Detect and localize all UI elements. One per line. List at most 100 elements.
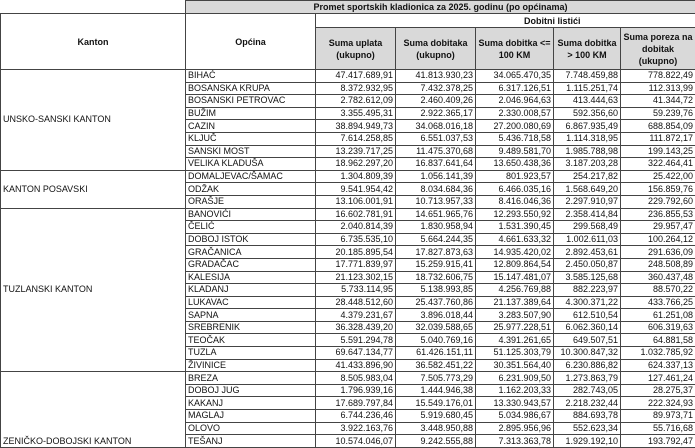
value-cell: 1.568.649,20 xyxy=(553,182,621,196)
municipality-name: MAGLAJ xyxy=(185,409,316,423)
value-cell: 59.239,76 xyxy=(619,106,695,121)
value-cell: 51.125.303,79 xyxy=(475,346,554,360)
value-cell: 8.034.684,36 xyxy=(395,182,476,196)
municipality-name: DOMALJEVAC/ŠAMAC xyxy=(185,169,316,184)
municipality-name: DOBOJ ISTOK xyxy=(185,232,316,247)
value-cell: 1.056.141,39 xyxy=(395,169,476,184)
municipality-name: OLOVO xyxy=(185,421,316,436)
value-cell: 34.068.016,18 xyxy=(395,119,476,133)
value-cell: 778.822,49 xyxy=(619,69,695,83)
value-cell: 236.855,53 xyxy=(619,207,695,222)
table-title: Promet sportskih kladionica za 2025. god… xyxy=(184,0,695,14)
value-cell: 2.040.814,39 xyxy=(315,220,396,234)
value-cell: 14.651.965,76 xyxy=(395,207,476,222)
value-cell: 11.475.370,68 xyxy=(395,144,476,159)
value-cell: 248.508,89 xyxy=(619,257,695,272)
municipality-name: BUŽIM xyxy=(185,106,316,121)
canton-name: TUZLANSKI KANTON xyxy=(0,207,186,373)
value-cell: 111.872,17 xyxy=(619,131,695,146)
value-cell: 7.432.378,25 xyxy=(395,81,476,96)
value-cell: 69.647.134,77 xyxy=(315,346,396,360)
data-row: GRAČANICA 20.185.895,54 17.827.873,63 14.93… xyxy=(1,245,695,259)
value-cell: 13.330.943,57 xyxy=(475,396,554,411)
value-cell: 17.827.873,63 xyxy=(395,245,476,259)
header-row: Kanton Općina Dobitni listići xyxy=(0,13,695,70)
municipality-name: ŽIVINICE xyxy=(185,358,316,373)
municipality-name: TEOČAK xyxy=(185,333,316,348)
header-spacer xyxy=(315,13,396,28)
value-cell: 6.551.037,53 xyxy=(395,131,476,146)
data-row: ORAŠJE 13.106.001,91 10.713.957,33 8.416.04… xyxy=(1,194,695,209)
value-cell: 3.922.163,76 xyxy=(315,421,396,436)
title-row: Promet sportskih kladionica za 2025. god… xyxy=(1,0,695,14)
value-cell: 6.231.909,50 xyxy=(475,371,554,385)
value-cell: 6.466.035,16 xyxy=(475,182,554,196)
value-cell: 10.713.957,33 xyxy=(395,194,476,209)
value-cell: 64.881,58 xyxy=(619,333,695,348)
column-header: Suma dobitka > 100 KM xyxy=(553,27,621,70)
value-cell: 13.650.438,36 xyxy=(475,157,554,171)
value-cell: 15.259.915,41 xyxy=(395,257,476,272)
municipality-name: TEŠANJ xyxy=(185,434,316,448)
municipality-name: BOSANSKI PETROVAC xyxy=(185,94,316,108)
value-cell: 100.264,12 xyxy=(619,232,695,247)
value-cell: 649.507,51 xyxy=(553,333,621,348)
value-cell: 2.460.409,26 xyxy=(395,94,476,108)
value-cell: 88.570,22 xyxy=(619,283,695,297)
value-cell: 1.273.863,79 xyxy=(553,371,621,385)
value-cell: 18.732.606,75 xyxy=(395,270,476,285)
value-cell: 592.356,60 xyxy=(553,106,621,121)
value-cell: 7.313.363,78 xyxy=(475,434,554,448)
value-cell: 17.771.839,97 xyxy=(315,257,396,272)
value-cell: 16.602.781,91 xyxy=(315,207,396,222)
value-cell: 5.733.114,95 xyxy=(315,283,396,297)
value-cell: 7.748.459,88 xyxy=(553,69,621,83)
value-cell: 222.324,93 xyxy=(619,396,695,411)
value-cell: 18.962.297,20 xyxy=(315,157,396,171)
value-cell: 41.433.896,90 xyxy=(315,358,396,373)
value-cell: 25.437.760,86 xyxy=(395,295,476,310)
value-cell: 5.664.244,35 xyxy=(395,232,476,247)
value-cell: 13.239.717,25 xyxy=(315,144,396,159)
value-cell: 41.813.930,23 xyxy=(395,69,476,83)
value-cell: 199.143,25 xyxy=(619,144,695,159)
municipality-name: LUKAVAC xyxy=(185,295,316,310)
column-header: Suma poreza na dobitak (ukupno) xyxy=(619,27,695,70)
value-cell: 612.510,54 xyxy=(553,308,621,322)
value-cell: 12.809.864,54 xyxy=(475,257,554,272)
value-cell: 16.837.641,64 xyxy=(395,157,476,171)
column-header: Suma dobitka <= 100 KM xyxy=(475,27,554,70)
data-row: DOBOJ JUG 1.796.939,16 1.444.946,38 1.162.2… xyxy=(1,383,695,398)
value-cell: 4.256.769,88 xyxy=(475,283,554,297)
value-cell: 156.859,76 xyxy=(619,182,695,196)
municipality-name: KLADANJ xyxy=(185,283,316,297)
value-cell: 5.138.993,85 xyxy=(395,283,476,297)
value-cell: 360.437,48 xyxy=(619,270,695,285)
value-cell: 6.317.126,51 xyxy=(475,81,554,96)
group-header: Dobitni listići xyxy=(395,13,621,28)
data-row: MAGLAJ 6.744.236,46 5.919.680,45 5.034.986,… xyxy=(1,409,695,423)
value-cell: 8.505.983,04 xyxy=(315,371,396,385)
municipality-name: KLJUČ xyxy=(185,131,316,146)
municipality-name: BANOVIĆI xyxy=(185,207,316,222)
value-cell: 3.448.950,88 xyxy=(395,421,476,436)
value-cell: 1.032.785,92 xyxy=(619,346,695,360)
value-cell: 1.796.939,16 xyxy=(315,383,396,398)
value-cell: 21.123.302,15 xyxy=(315,270,396,285)
value-cell: 7.614.258,85 xyxy=(315,131,396,146)
value-cell: 6.062.360,14 xyxy=(553,320,621,335)
canton-name: KANTON POSAVSKI xyxy=(0,169,186,209)
opcina-header: Općina xyxy=(185,13,316,70)
value-cell: 5.591.294,78 xyxy=(315,333,396,348)
value-cell: 13.106.001,91 xyxy=(315,194,396,209)
value-cell: 9.541.954,42 xyxy=(315,182,396,196)
data-row: ODŽAK 9.541.954,42 8.034.684,36 6.466.035,1… xyxy=(1,182,695,196)
value-cell: 2.892.453,61 xyxy=(553,245,621,259)
value-cell: 61.251,08 xyxy=(619,308,695,322)
value-cell: 2.922.365,17 xyxy=(395,106,476,121)
municipality-name: BOSANSKA KRUPA xyxy=(185,81,316,96)
header-spacer xyxy=(620,13,695,28)
municipality-name: SREBRENIK xyxy=(185,320,316,335)
canton-name: UNSKO-SANSKI KANTON xyxy=(0,69,186,171)
value-cell: 36.328.439,20 xyxy=(315,320,396,335)
